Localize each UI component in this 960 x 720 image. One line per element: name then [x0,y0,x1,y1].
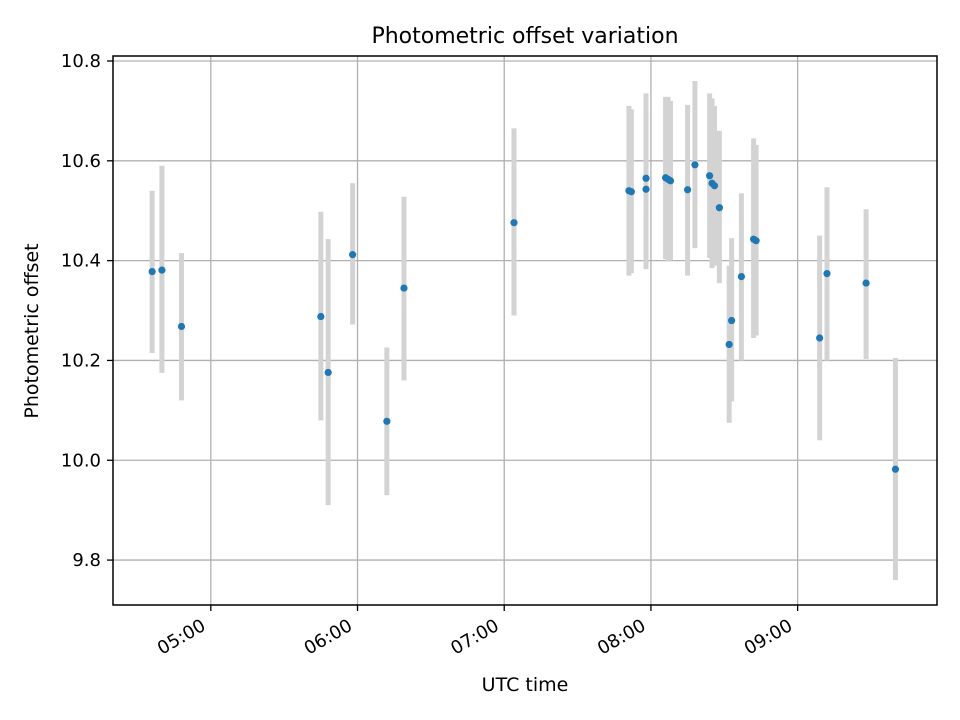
grid-lines [113,56,937,605]
data-point [710,182,719,190]
data-point [891,465,900,473]
data-point [177,322,186,331]
data-point [383,417,391,425]
data-point [400,284,408,292]
data-point [324,368,332,377]
y-tick-label: 9.8 [72,550,101,571]
y-axis-label: Photometric offset [21,243,43,418]
plot-frame [112,55,938,606]
data-point [715,204,723,212]
data-point [823,270,831,278]
data-point [627,188,635,196]
data-point [349,251,357,259]
data-point [158,266,166,274]
data-point [642,174,650,182]
data-point [666,177,675,185]
y-tick-label: 10.8 [61,51,101,72]
data-point [683,186,692,194]
data-point [728,316,736,325]
axis-ticks [107,60,799,611]
data-point [642,185,650,193]
data-point [752,237,760,245]
data-point [816,334,824,342]
data-point [725,340,733,349]
y-tick-label: 10.0 [61,450,101,471]
data-point [148,268,156,276]
data-point [691,161,699,169]
data-point [706,172,714,180]
data-point [317,312,325,321]
chart-title: Photometric offset variation [371,24,678,49]
y-tick-label: 10.6 [61,151,101,172]
data-points [148,161,900,473]
x-axis-label: UTC time [482,674,569,696]
data-point [510,219,518,227]
y-tick-label: 10.4 [61,251,101,272]
y-tick-label: 10.2 [61,350,101,371]
data-point [737,272,745,281]
data-point [862,279,870,287]
